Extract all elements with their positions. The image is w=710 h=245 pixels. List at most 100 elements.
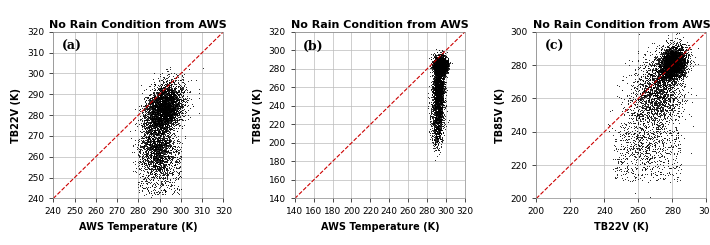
Point bbox=[665, 59, 677, 63]
Point bbox=[642, 60, 653, 63]
Point bbox=[430, 87, 441, 91]
Point bbox=[432, 88, 443, 92]
Point bbox=[658, 56, 670, 60]
Point bbox=[156, 113, 168, 117]
Point bbox=[163, 110, 175, 114]
Point bbox=[435, 71, 447, 74]
Point bbox=[662, 109, 673, 112]
Point bbox=[428, 60, 439, 64]
Point bbox=[148, 148, 160, 152]
Point bbox=[435, 89, 446, 93]
Point bbox=[443, 71, 454, 74]
Point bbox=[143, 129, 154, 133]
Point bbox=[160, 104, 172, 108]
Point bbox=[655, 47, 667, 51]
Point bbox=[424, 114, 435, 118]
Point bbox=[434, 88, 445, 92]
Point bbox=[437, 59, 448, 63]
Point bbox=[153, 97, 165, 101]
Point bbox=[163, 101, 174, 105]
Point bbox=[433, 66, 444, 70]
Point bbox=[431, 66, 442, 70]
Point bbox=[439, 58, 451, 62]
Point bbox=[662, 63, 674, 67]
Point bbox=[158, 96, 169, 100]
Point bbox=[429, 119, 440, 123]
Point bbox=[672, 64, 684, 68]
Point bbox=[430, 93, 442, 97]
Point bbox=[677, 47, 689, 51]
Point bbox=[435, 109, 446, 112]
Point bbox=[648, 118, 660, 122]
Point bbox=[160, 122, 172, 126]
Point bbox=[649, 84, 660, 88]
Point bbox=[435, 64, 447, 68]
Point bbox=[439, 66, 451, 70]
Point bbox=[161, 159, 173, 162]
Point bbox=[436, 67, 447, 71]
Point bbox=[439, 85, 451, 89]
Point bbox=[136, 168, 147, 172]
Point bbox=[435, 89, 446, 93]
Point bbox=[151, 98, 163, 102]
Point bbox=[429, 104, 440, 108]
Point bbox=[430, 59, 441, 63]
Point bbox=[667, 57, 678, 61]
Point bbox=[669, 66, 680, 70]
Point bbox=[143, 136, 154, 140]
Point bbox=[670, 49, 682, 53]
Point bbox=[660, 75, 671, 79]
Point bbox=[672, 62, 684, 66]
Point bbox=[155, 145, 166, 149]
Point bbox=[674, 77, 685, 81]
Point bbox=[675, 61, 687, 65]
Point bbox=[438, 103, 449, 107]
Point bbox=[432, 137, 444, 141]
Point bbox=[430, 66, 442, 70]
Point bbox=[168, 87, 180, 91]
Point bbox=[429, 63, 440, 67]
Point bbox=[154, 153, 165, 157]
Point bbox=[432, 63, 443, 67]
Point bbox=[434, 113, 445, 117]
Point bbox=[427, 89, 438, 93]
Point bbox=[669, 57, 680, 61]
Point bbox=[163, 113, 174, 117]
Point bbox=[435, 94, 447, 98]
Point bbox=[178, 96, 189, 100]
Point bbox=[437, 67, 449, 71]
Point bbox=[430, 130, 441, 134]
Point bbox=[675, 60, 687, 64]
Point bbox=[155, 96, 166, 100]
Point bbox=[646, 68, 657, 72]
Point bbox=[149, 141, 160, 145]
Point bbox=[439, 71, 451, 75]
Point bbox=[433, 82, 444, 86]
Point bbox=[435, 85, 446, 89]
Point bbox=[438, 86, 449, 90]
Point bbox=[662, 66, 674, 70]
Point bbox=[436, 87, 447, 91]
Point bbox=[435, 60, 446, 64]
Point bbox=[665, 60, 676, 64]
Point bbox=[645, 72, 657, 76]
Point bbox=[438, 66, 449, 70]
Point bbox=[438, 58, 449, 62]
Point bbox=[437, 62, 448, 66]
Point bbox=[666, 74, 677, 78]
Point bbox=[143, 145, 154, 149]
Point bbox=[669, 97, 680, 100]
Point bbox=[158, 176, 169, 180]
Point bbox=[158, 101, 170, 105]
Point bbox=[432, 131, 443, 135]
Point bbox=[168, 131, 180, 135]
Point bbox=[142, 167, 153, 171]
Point bbox=[667, 55, 678, 59]
Point bbox=[149, 167, 160, 171]
Point bbox=[652, 170, 664, 173]
Point bbox=[146, 147, 158, 151]
Point bbox=[169, 94, 180, 98]
Point bbox=[160, 96, 172, 100]
Point bbox=[435, 62, 446, 66]
Point bbox=[161, 105, 173, 109]
